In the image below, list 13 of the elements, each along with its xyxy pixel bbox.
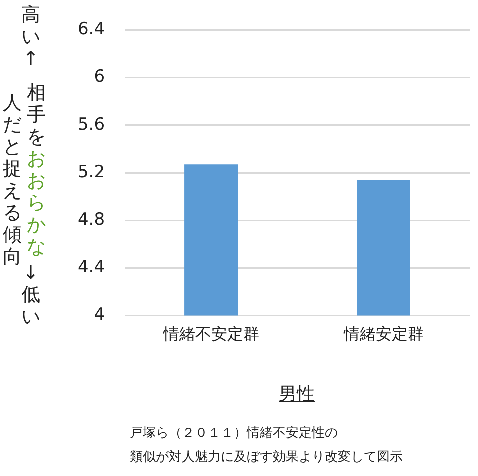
y-tick-label: 4 [94, 305, 106, 326]
y-tick-label: 6.4 [78, 20, 106, 40]
x-tick-label: 情緒安定群 [342, 324, 424, 344]
text: 戸塚ら（２０１１）情緒不安定性の類似が対人魅力に及ぼす効果より改変して図示 [130, 426, 403, 465]
text: ↓低い [20, 262, 42, 328]
x-tick-label: 情緒不安定群 [162, 324, 260, 344]
x-axis-title: 男性 [278, 383, 316, 406]
y-tick-label: 4.8 [78, 210, 106, 230]
y-tick-label: 5.2 [78, 162, 106, 182]
y-tick-label: 5.6 [78, 114, 106, 135]
text: 高い↑ [20, 4, 42, 70]
y-tick-label: 4.4 [78, 258, 106, 278]
y-tick-label: 6 [94, 67, 106, 88]
